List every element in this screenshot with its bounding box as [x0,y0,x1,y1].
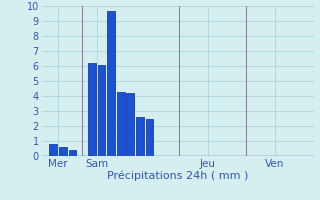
X-axis label: Précipitations 24h ( mm ): Précipitations 24h ( mm ) [107,170,248,181]
Bar [59,147,67,156]
Bar [88,63,96,156]
Bar [136,117,144,156]
Bar [98,64,105,156]
Bar [126,93,134,156]
Bar [146,118,154,156]
Bar [117,92,124,156]
Bar [68,150,76,156]
Bar [107,10,115,156]
Bar [49,144,57,156]
